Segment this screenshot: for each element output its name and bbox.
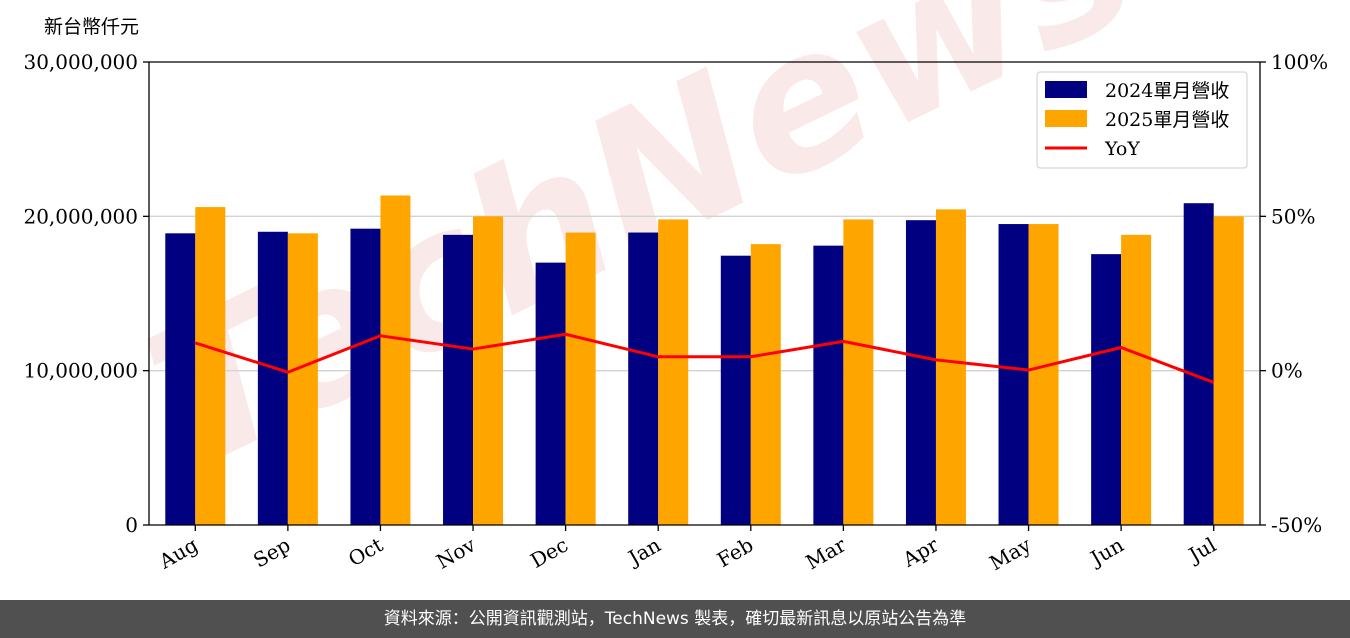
revenue-chart: TechNews 010,000,00020,000,00030,000,000… — [23, 0, 1328, 575]
bar-2025-aug — [195, 207, 226, 525]
x-tick-label: Apr — [898, 532, 943, 572]
bar-2024-nov — [443, 234, 474, 525]
x-tick-label: Jul — [1183, 533, 1220, 568]
bar-2024-may — [998, 224, 1029, 526]
x-tick-label: Jan — [623, 532, 665, 570]
y-axis-unit-label: 新台幣仟元 — [44, 16, 139, 38]
bar-2024-jun — [1091, 254, 1122, 525]
y-tick-label: 30,000,000 — [23, 50, 138, 74]
y2-tick-label: 100% — [1271, 50, 1328, 74]
bar-2025-nov — [473, 216, 504, 526]
bar-2024-aug — [165, 233, 196, 525]
x-tick-label: Nov — [432, 532, 480, 574]
x-tick-label: Feb — [713, 533, 757, 572]
yoy-line — [194, 332, 1215, 384]
bar-2025-may — [1028, 224, 1059, 526]
bar-2025-feb — [750, 244, 781, 525]
bar-2025-jan — [658, 219, 689, 526]
bar-2024-jul — [1183, 203, 1214, 525]
bar-2024-jan — [628, 232, 659, 525]
y2-tick-label: 50% — [1271, 204, 1315, 228]
y2-tick-label: 0% — [1271, 359, 1303, 383]
x-tick-label: May — [985, 532, 1035, 575]
legend-swatch-2025 — [1045, 110, 1087, 127]
y-tick-label: 10,000,000 — [23, 359, 138, 383]
legend-box — [1036, 71, 1248, 169]
x-tick-label: Sep — [249, 533, 294, 573]
bar-2024-feb — [720, 255, 751, 525]
bar-2025-sep — [287, 233, 318, 525]
bar-2024-sep — [257, 231, 288, 525]
bar-2024-oct — [350, 228, 381, 525]
y-tick-label: 0 — [125, 513, 138, 537]
legend-label: 2024單月營收 — [1105, 80, 1229, 102]
source-footer: 資料來源：公開資訊觀測站，TechNews 製表，確切最新訊息以原站公告為準 — [0, 600, 1350, 638]
bar-2024-apr — [905, 220, 936, 526]
bar-2025-mar — [843, 219, 874, 526]
bar-2025-jun — [1121, 234, 1152, 525]
bar-2024-mar — [813, 245, 844, 525]
x-tick-label: Aug — [154, 532, 202, 573]
x-tick-label: Jun — [1085, 532, 1128, 571]
y2-tick-label: -50% — [1271, 513, 1322, 537]
y-tick-label: 20,000,000 — [23, 204, 138, 228]
bar-2024-dec — [535, 262, 566, 525]
bar-2025-oct — [380, 195, 411, 525]
legend-label: 2025單月營收 — [1105, 109, 1229, 131]
legend-swatch-2024 — [1045, 81, 1087, 98]
bar-2025-apr — [935, 209, 966, 525]
x-tick-label: Oct — [344, 533, 387, 572]
bar-2025-dec — [565, 232, 596, 525]
x-tick-label: Dec — [526, 533, 572, 573]
x-tick-label: Mar — [802, 532, 851, 574]
legend-label: YoY — [1104, 138, 1140, 160]
bar-2025-jul — [1213, 216, 1244, 526]
